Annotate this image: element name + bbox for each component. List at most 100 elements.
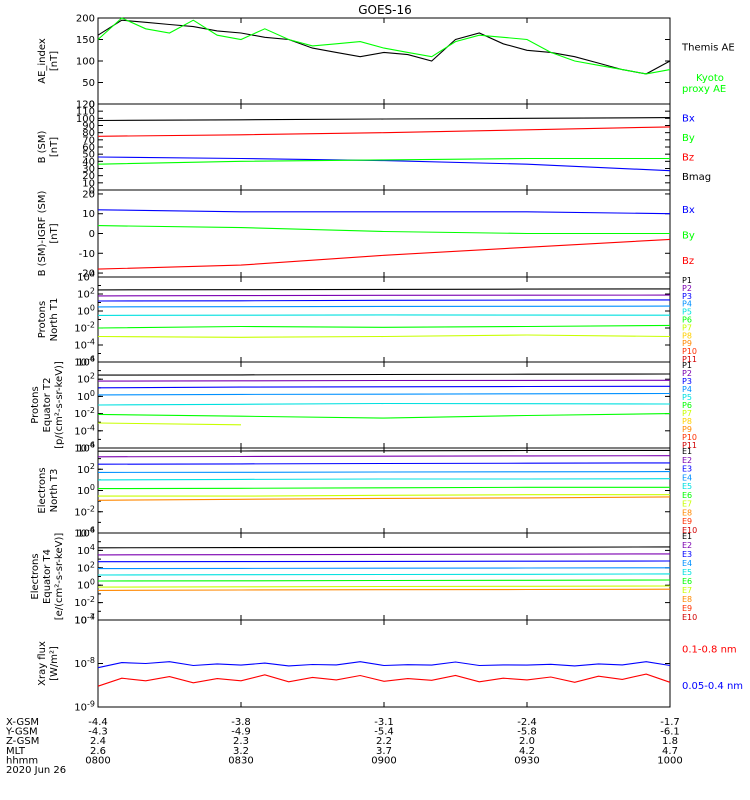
series-line-e8 [97, 588, 671, 591]
x-row-label: hhmm [6, 755, 38, 766]
y-axis-title: Xray flux [37, 641, 48, 686]
y-tick-label: 10-4 [74, 423, 95, 437]
series-line-by [97, 225, 670, 235]
series-line-e8 [97, 496, 671, 501]
y-tick-label: 50 [82, 150, 95, 161]
y-tick-label: 104 [77, 270, 95, 284]
x-axis-table: X-GSM -4.4 -3.8 -3.1 -2.4 -1.7 Y-GSM -4.3 -4.9 -5… [5, 717, 683, 776]
series-line-bx [97, 156, 671, 172]
legend-entry: P2 [682, 284, 692, 293]
y-tick-label: 100 [77, 483, 95, 497]
x-row-value: -3.1 [374, 717, 394, 728]
y-tick-label: -20 [79, 269, 95, 280]
legend-entry: E2 [682, 541, 692, 550]
series-line-e4 [97, 567, 671, 570]
legend-entry: By [682, 133, 695, 144]
series-line-0-1-0-8-nm [97, 673, 671, 687]
x-row-value: -3.8 [231, 717, 251, 728]
legend-entry: P11 [682, 355, 697, 364]
legend-entry: P6 [682, 316, 692, 325]
series-line-themis-ae [97, 19, 671, 75]
x-row-value: 2.3 [233, 736, 249, 747]
legend-entry: P4 [682, 300, 692, 309]
y-tick-label: 0 [89, 100, 95, 111]
x-row-value: 4.2 [519, 746, 535, 757]
y-tick-label: 10-9 [74, 700, 95, 714]
y-axis-title: [W/m²] [49, 646, 60, 681]
y-tick-label: 100 [77, 578, 95, 592]
legend-entry: P11 [682, 441, 697, 450]
series-line-e6 [97, 486, 670, 490]
legend-entry: proxy AE [682, 84, 726, 95]
date-label: 2020 Jun 26 [6, 765, 66, 776]
legend-entry: Bx [682, 114, 695, 125]
legend-entry: P8 [682, 417, 692, 426]
y-tick-label: 60 [82, 143, 95, 154]
series-line-e6 [97, 579, 671, 582]
series-line-e2 [97, 455, 671, 458]
series-line-e1 [97, 546, 671, 549]
legend-entry: 0.1-0.8 nm [682, 645, 737, 656]
legend-entry: Kyoto [696, 73, 724, 84]
y-tick-label: 104 [77, 441, 95, 455]
x-row-value: -2.4 [517, 717, 537, 728]
x-row-value: 3.2 [233, 746, 249, 757]
x-row-value: 4.7 [662, 746, 678, 757]
y-axis-title: [e/(cm²-s-sr-keV)] [54, 533, 65, 621]
x-row-value: -5.4 [374, 727, 394, 738]
series-line-kyoto-proxy-ae [97, 17, 671, 75]
y-tick-label: 200 [76, 14, 95, 25]
y-axis-title: [nT] [49, 137, 60, 157]
x-row-value: 1.8 [662, 736, 678, 747]
series-line-p4 [97, 392, 671, 396]
y-axis-title: [nT] [49, 223, 60, 243]
y-axis-title: Protons [37, 301, 48, 338]
series-line-0-05-0-4-nm [97, 661, 671, 669]
x-row-value: 0800 [85, 755, 110, 766]
legend-entry: P5 [682, 393, 692, 402]
legend-entry: P9 [682, 339, 692, 348]
legend-entry: P9 [682, 425, 692, 434]
series-line-p2 [97, 379, 671, 382]
y-tick-label: 90 [82, 121, 95, 132]
legend-entry: P5 [682, 308, 692, 317]
legend-entry: E7 [682, 586, 692, 595]
y-tick-label: 102 [77, 462, 95, 476]
y-tick-label: 110 [76, 107, 95, 118]
y-tick-label: 102 [77, 372, 95, 386]
series-line-bz [97, 238, 671, 270]
y-axis-title: Equator T2 [42, 378, 53, 433]
panel-8: 10-9 10-8 10-7 Xray flux [W/m²] 0.1-0.8 nm 0.0… [37, 613, 743, 714]
panel-frame [97, 532, 671, 621]
y-tick-label: 104 [77, 355, 95, 369]
legend-entry: P2 [682, 369, 692, 378]
y-axis-title: Equator T4 [42, 549, 53, 604]
y-tick-label: 100 [77, 389, 95, 403]
series-line-e3 [97, 462, 671, 465]
panel-frame [97, 17, 671, 105]
y-tick-label: 10 [82, 178, 95, 189]
legend-entry: P8 [682, 331, 692, 340]
y-tick-label: 10-2 [74, 321, 95, 335]
series-line-e5 [97, 478, 671, 481]
panel-frame [97, 103, 671, 191]
series-line-e7 [98, 494, 670, 497]
legend-entry: Bz [682, 256, 694, 267]
series-line-p5 [97, 402, 671, 406]
y-axis-title: Protons [30, 386, 41, 423]
y-tick-label: 10-8 [74, 656, 95, 670]
y-tick-label: 104 [77, 543, 95, 557]
legend-entry: E4 [682, 559, 692, 568]
series-line-p3 [97, 385, 671, 389]
legend-entry: Themis AE [681, 42, 735, 53]
y-tick-label: 10-4 [74, 338, 95, 352]
y-tick-label: 150 [76, 35, 95, 46]
y-axis-title: Electrons [37, 467, 48, 513]
legend-entry: 0.05-0.4 nm [682, 681, 743, 692]
legend-entry: E9 [682, 517, 692, 526]
legend-entry: E10 [682, 526, 697, 535]
series-line-e2 [97, 553, 671, 556]
